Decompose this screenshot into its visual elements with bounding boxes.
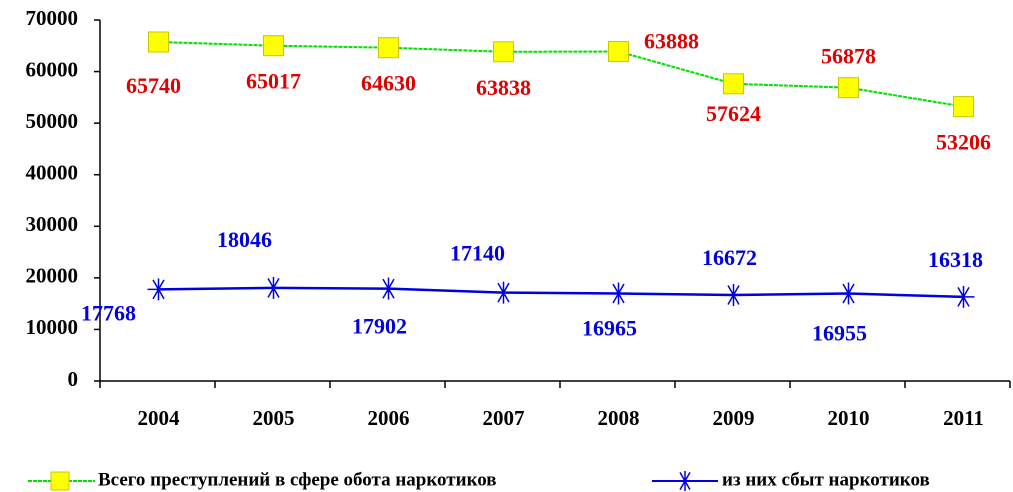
data-label: 63838 — [476, 75, 531, 100]
x-tick-label: 2005 — [253, 406, 295, 430]
legend-label: Всего преступлений в сфере обота наркоти… — [98, 469, 497, 490]
marker — [607, 282, 630, 305]
marker — [722, 284, 745, 307]
y-tick-label: 0 — [68, 367, 79, 391]
data-label: 16955 — [812, 321, 867, 346]
x-tick-label: 2008 — [598, 406, 640, 430]
x-tick-label: 2007 — [483, 406, 525, 430]
marker — [377, 277, 400, 300]
data-label: 17140 — [450, 241, 505, 266]
marker — [493, 41, 514, 63]
marker — [147, 278, 170, 301]
y-tick-label: 10000 — [26, 315, 79, 339]
legend-marker — [675, 471, 695, 491]
marker — [837, 282, 860, 305]
data-label: 16965 — [582, 316, 637, 341]
marker — [608, 41, 629, 63]
marker — [378, 37, 399, 59]
data-label: 63888 — [644, 29, 699, 54]
marker — [492, 281, 515, 304]
data-label: 65740 — [126, 73, 181, 98]
x-tick-label: 2009 — [713, 406, 755, 430]
y-tick-label: 50000 — [26, 109, 79, 133]
marker — [952, 285, 975, 308]
marker — [953, 96, 974, 118]
data-label: 17902 — [352, 314, 407, 339]
series-line — [158, 40, 964, 108]
data-label: 57624 — [706, 101, 761, 126]
y-tick-label: 70000 — [26, 6, 79, 30]
x-tick-label: 2011 — [943, 406, 984, 430]
y-tick-label: 60000 — [26, 57, 79, 81]
data-label: 65017 — [246, 69, 301, 94]
x-tick-label: 2004 — [138, 406, 181, 430]
marker — [263, 35, 284, 57]
data-label: 64630 — [361, 71, 416, 96]
y-tick-label: 40000 — [26, 161, 79, 185]
data-label: 56878 — [821, 44, 876, 69]
marker — [262, 276, 285, 299]
marker — [838, 77, 859, 99]
data-label: 17768 — [81, 300, 136, 325]
x-tick-label: 2010 — [828, 406, 870, 430]
marker — [723, 73, 744, 95]
marker — [148, 31, 169, 53]
data-label: 18046 — [217, 227, 272, 252]
data-label: 16318 — [928, 247, 983, 272]
legend-label: из них сбыт наркотиков — [722, 469, 930, 490]
data-label: 53206 — [936, 130, 991, 155]
series-line — [158, 286, 964, 299]
y-tick-label: 20000 — [26, 264, 79, 288]
data-label: 16672 — [702, 245, 757, 270]
x-tick-label: 2006 — [368, 406, 410, 430]
y-tick-label: 30000 — [26, 212, 79, 236]
legend-marker — [50, 471, 70, 491]
